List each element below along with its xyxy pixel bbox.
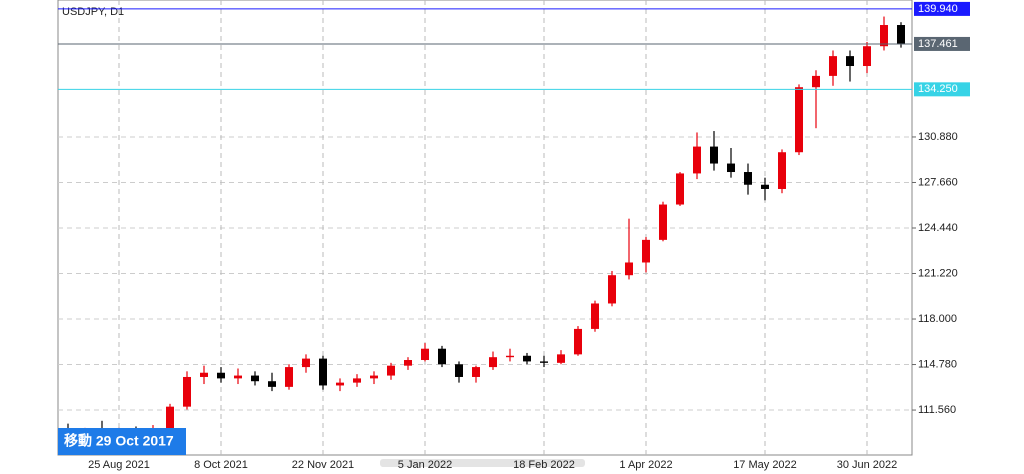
y-tick-label: 124.440 <box>918 222 958 234</box>
candle-body <box>523 355 531 362</box>
x-tick-label: 17 May 2022 <box>733 459 797 471</box>
candle-body <box>421 348 429 361</box>
x-tick-label: 1 Apr 2022 <box>619 459 672 471</box>
candle-body <box>829 56 837 76</box>
candle-body <box>863 46 871 67</box>
price-level-label: 139.940 <box>918 3 958 15</box>
scrollbar[interactable] <box>380 459 585 467</box>
candle-body <box>625 262 633 276</box>
candle-body <box>234 375 242 379</box>
candle-body <box>659 204 667 240</box>
candle-body <box>795 87 803 153</box>
candle-body <box>217 372 225 379</box>
x-tick-label: 30 Jun 2022 <box>837 459 898 471</box>
candle-body <box>506 355 514 358</box>
price-level-box <box>914 82 970 97</box>
y-tick-label: 114.780 <box>918 358 957 370</box>
candle-body <box>183 376 191 407</box>
candle-body <box>370 375 378 379</box>
candle-body <box>302 358 310 368</box>
candle-body <box>353 378 361 383</box>
y-tick-label: 130.880 <box>918 131 958 143</box>
y-tick-label: 127.660 <box>918 176 958 188</box>
candle-body <box>591 303 599 329</box>
candle-body <box>676 173 684 205</box>
price-level-label: 134.250 <box>918 83 958 95</box>
price-level-label: 137.461 <box>918 38 958 50</box>
candle-body <box>472 367 480 377</box>
candle-body <box>642 239 650 263</box>
candle-body <box>200 372 208 377</box>
candle-body <box>710 146 718 164</box>
x-tick-label: 5 Jan 2022 <box>398 459 452 471</box>
candle-body <box>608 275 616 304</box>
y-tick-label: 111.560 <box>918 404 956 416</box>
candle-body <box>268 381 276 387</box>
candle-body <box>438 348 446 365</box>
candle-body <box>455 364 463 377</box>
candle-body <box>880 25 888 47</box>
candle-body <box>166 406 174 431</box>
x-tick-label: 25 Aug 2021 <box>88 459 150 471</box>
candle-body <box>251 375 259 382</box>
candle-body <box>744 172 752 185</box>
candle-body <box>574 328 582 355</box>
x-tick-label: 8 Oct 2021 <box>194 459 248 471</box>
candle-body <box>557 354 565 363</box>
candle-body <box>897 25 905 44</box>
x-tick-label: 18 Feb 2022 <box>513 459 575 471</box>
candle-body <box>778 152 786 189</box>
price-level-box <box>914 1 970 16</box>
candle-body <box>812 75 820 88</box>
price-level-box <box>914 36 970 51</box>
candle-body <box>404 360 412 366</box>
candle-body <box>387 365 395 376</box>
date-badge <box>58 428 186 455</box>
candle-body <box>846 56 854 67</box>
candle-body <box>319 358 327 386</box>
candle-body <box>540 361 548 363</box>
date-badge-label: 移動 29 Oct 2017 <box>64 433 174 449</box>
candle-body <box>693 146 701 174</box>
x-tick-label: 22 Nov 2021 <box>292 459 354 471</box>
candle-body <box>761 184 769 189</box>
chart-title: USDJPY, D1 <box>62 6 124 18</box>
y-tick-label: 118.000 <box>918 313 957 325</box>
candle-body <box>489 357 497 368</box>
candle-body <box>285 367 293 387</box>
y-tick-label: 121.220 <box>918 267 958 279</box>
candle-body <box>336 382 344 386</box>
candle-body <box>727 163 735 173</box>
